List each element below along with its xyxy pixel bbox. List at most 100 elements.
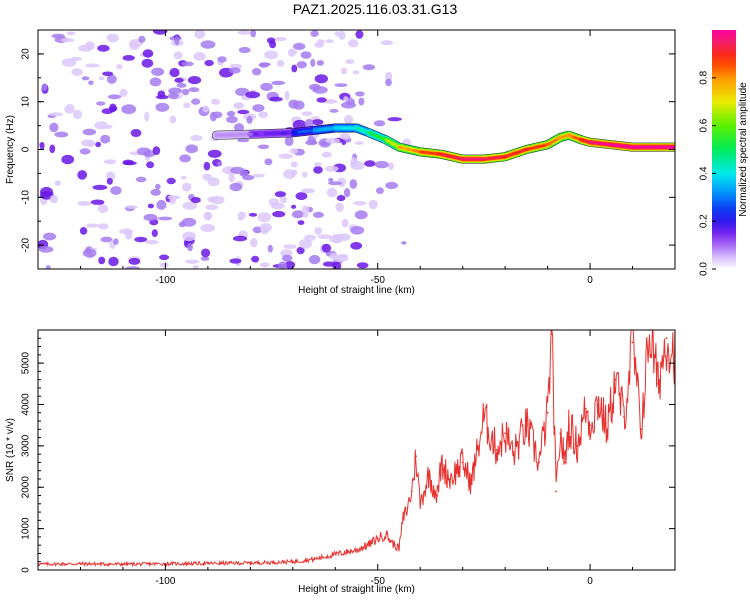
noise-blob [203,161,211,171]
noise-blob [122,55,135,61]
noise-blob [314,74,328,84]
snr-point [402,517,405,520]
noise-blob [385,181,398,190]
noise-blob [155,95,169,100]
noise-blob [38,246,54,253]
snr-point [398,547,400,550]
noise-blob [348,39,359,48]
colorbar-tick-label: 0.6 [699,118,710,132]
noise-blob [159,254,170,261]
noise-blob [229,182,243,192]
noise-blob [335,202,345,212]
colorbar-fill [712,30,736,269]
ridge-peak [479,157,486,161]
spectral-ridge [211,123,675,164]
noise-blob [334,83,348,87]
snr-frame [37,329,676,571]
snr-point [436,494,439,497]
snr-point [415,455,417,458]
y-tick-label: 20 [21,48,32,60]
noise-blob [280,249,293,257]
noise-blob [152,30,168,35]
noise-blob [238,46,251,54]
snr-panel: -100 -50 0 0 1000 2000 3000 4000 5000 Height of s… [5,329,676,595]
noise-blob [278,261,287,269]
y-tick-label: 1000 [21,517,32,540]
noise-blob [264,50,279,60]
noise-blob [187,242,193,252]
noise-blob [291,64,298,73]
ridge-peak [567,134,574,138]
noise-blob [90,199,105,205]
noise-blob [329,235,343,244]
noise-blob [373,120,386,127]
noise-blob [325,39,334,44]
snr-point [584,407,587,410]
noise-blob [41,83,48,91]
noise-blob [229,258,242,264]
noise-blob [312,211,324,218]
noise-blob [270,202,285,210]
noise-blob [264,158,273,166]
noise-blob [169,115,177,124]
noise-blob [124,229,133,240]
noise-blob [385,71,393,82]
noise-blob [237,211,247,220]
snr-point [512,453,515,455]
noise-blob [301,171,308,178]
ridge-peak [633,145,640,149]
noise-blob [156,199,167,210]
noise-blob [168,92,179,100]
snr-point [550,333,553,335]
snr-point [355,549,358,551]
noise-blob [183,102,191,109]
noise-blob [291,204,297,209]
noise-blob [271,80,286,86]
snr-point [440,463,443,466]
noise-blob [250,30,257,38]
noise-blob [284,90,290,101]
noise-blob [259,262,270,268]
y-tick-label: 0 [21,146,32,152]
noise-blob [211,111,223,119]
noise-blob [279,196,288,204]
ridge-peak [401,146,409,150]
noise-blob [129,42,140,50]
noise-blob [81,139,95,147]
noise-blob [169,196,176,205]
noise-blob [106,74,117,84]
ridge-peak [523,147,530,152]
x-axis-label: Height of straight line (km) [298,285,415,296]
noise-blob [88,80,94,86]
noise-blob [49,112,64,117]
noise-blob [326,187,338,198]
noise-blob [246,115,253,124]
noise-blob [174,35,180,46]
noise-blob [296,246,305,255]
noise-blob [269,40,277,49]
noise-blob [210,98,220,105]
noise-blob [96,101,106,106]
snr-point [555,490,557,493]
noise-blob [242,174,255,181]
noise-blob [95,141,101,148]
noise-blob [217,56,227,63]
colorbar-tick-label: 0.0 [699,262,710,276]
snr-point [449,478,451,480]
noise-blob [166,177,176,185]
noise-blob [301,205,310,215]
noise-blob [207,177,220,187]
ridge-peak [512,151,519,155]
snr-point [614,378,617,381]
page-title: PAZ1.2025.116.03.31.G13 [292,1,458,17]
noise-blob [82,248,97,258]
noise-blob [276,60,285,67]
ridge-peak [434,152,442,156]
noise-blob [110,186,122,195]
ridge-peak [644,145,651,149]
ridge-peak [291,131,298,135]
noise-blob [251,68,262,76]
noise-blob [151,67,165,77]
y-tick-label: -20 [21,237,32,252]
